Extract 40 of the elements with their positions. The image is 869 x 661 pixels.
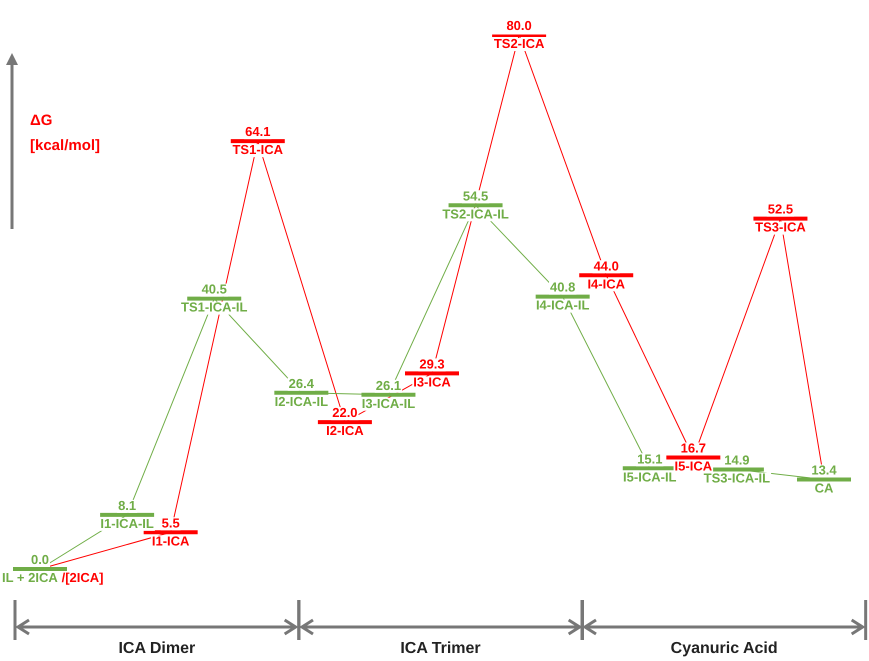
data-label: 40.5 <box>202 282 227 297</box>
data-label: 22.0 <box>332 405 358 420</box>
annotation: I1-ICA-IL <box>100 516 154 532</box>
annotation: TS2-ICA <box>494 36 545 52</box>
data-label: 26.1 <box>376 378 402 393</box>
annotation: CA <box>814 480 834 496</box>
text: ICA Trimer <box>399 640 482 658</box>
annotation: I3-ICA-IL <box>362 396 416 411</box>
data-label: 52.5 <box>768 202 794 217</box>
data-label: 40.8 <box>550 280 576 295</box>
data-label: 80.0 <box>506 18 532 34</box>
annotation: I5-ICA <box>674 458 713 474</box>
annotation: TS3-ICA-IL <box>704 470 770 486</box>
data-label: 5.5 <box>162 515 180 530</box>
annotation: TS2-ICA-IL <box>442 206 509 222</box>
data-label: 54.5 <box>462 188 488 204</box>
annotation: I3-ICA <box>413 374 452 390</box>
data-label: 15.1 <box>637 451 662 466</box>
y-axis-title: ΔG [kcal/mol] <box>30 111 102 156</box>
data-label: 14.9 <box>724 452 750 468</box>
data-label: 44.0 <box>594 258 619 274</box>
annotation: I4-ICA-IL <box>536 298 590 313</box>
annotation: TS1-ICA <box>232 142 284 158</box>
text: ICA Dimer <box>117 640 196 658</box>
data-label: 64.1 <box>245 124 270 140</box>
annotation: I2-ICA-IL <box>274 394 328 409</box>
annotation: I1-ICA <box>152 533 190 548</box>
annotation: I2-ICA <box>326 423 364 438</box>
annotation: TS3-ICA <box>755 220 806 235</box>
text: Cyanuric Acid <box>670 640 779 658</box>
annotation: IL + 2ICA /[2ICA] <box>2 570 104 586</box>
data-label: 26.4 <box>288 376 315 391</box>
data-label: 29.3 <box>419 356 445 372</box>
data-label: 0.0 <box>30 552 50 568</box>
data-label: 8.1 <box>118 498 136 514</box>
data-label: 13.4 <box>811 462 838 478</box>
annotation: TS1-ICA-IL <box>180 300 248 315</box>
annotation: I4-ICA <box>587 276 626 292</box>
data-label: 16.7 <box>680 440 706 456</box>
annotation: I5-ICA-IL <box>623 469 677 484</box>
